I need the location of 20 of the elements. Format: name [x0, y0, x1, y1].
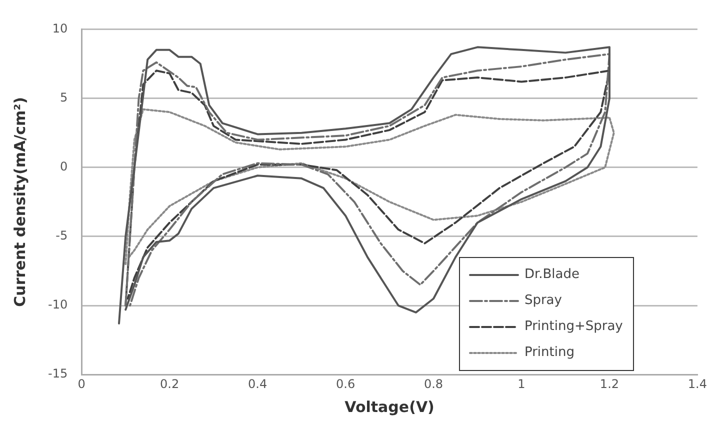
legend-label: Spray — [524, 293, 562, 308]
y-axis-title: Current density(mA/cm²) — [10, 96, 29, 307]
y-tick-label: -5 — [56, 228, 68, 243]
y-tick-label: 0 — [60, 159, 68, 174]
x-tick-label: 0.2 — [160, 376, 180, 391]
x-axis-title: Voltage(V) — [344, 398, 434, 416]
x-tick-label: 0.4 — [248, 376, 268, 391]
y-tick-label: -15 — [48, 366, 68, 381]
x-tick-label: 1.2 — [600, 376, 620, 391]
y-tick-label: 5 — [60, 90, 68, 104]
x-tick-label: 1.4 — [688, 376, 708, 391]
legend-label: Dr.Blade — [524, 267, 580, 282]
x-tick-label: 1 — [518, 376, 526, 391]
y-tick-label: 10 — [52, 21, 68, 36]
legend-label: Printing — [524, 345, 574, 360]
x-tick-label: 0 — [78, 376, 86, 391]
x-tick-label: 0.8 — [424, 376, 444, 391]
legend-label: Printing+Spray — [524, 319, 623, 334]
x-tick-label: 0.6 — [336, 376, 356, 391]
y-tick-label: -10 — [48, 298, 68, 312]
